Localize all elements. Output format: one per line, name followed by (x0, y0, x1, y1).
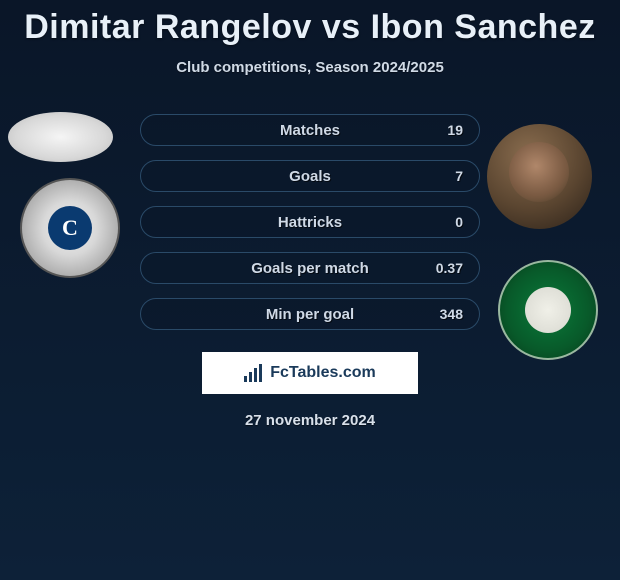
stat-label: Goals (289, 168, 331, 185)
stat-row-mpg: Min per goal 348 (140, 298, 480, 330)
stat-label: Min per goal (266, 306, 354, 323)
date-line: 27 november 2024 (0, 412, 620, 429)
stat-row-gpm: Goals per match 0.37 (140, 252, 480, 284)
stat-row-matches: Matches 19 (140, 114, 480, 146)
brand-box: FcTables.com (202, 352, 418, 394)
stat-value: 19 (447, 122, 463, 138)
stat-label: Hattricks (278, 214, 342, 231)
stat-value: 0.37 (436, 260, 463, 276)
stat-row-goals: Goals 7 (140, 160, 480, 192)
club2-badge (498, 260, 598, 360)
stat-label: Matches (280, 122, 340, 139)
player2-photo (487, 124, 592, 229)
page-title: Dimitar Rangelov vs Ibon Sanchez (0, 0, 620, 47)
subtitle: Club competitions, Season 2024/2025 (0, 59, 620, 76)
chart-icon (244, 364, 266, 382)
stat-value: 0 (455, 214, 463, 230)
club1-badge: C (20, 178, 120, 278)
player1-photo (8, 112, 113, 162)
stat-row-hattricks: Hattricks 0 (140, 206, 480, 238)
stat-value: 348 (440, 306, 463, 322)
stat-label: Goals per match (251, 260, 369, 277)
stat-value: 7 (455, 168, 463, 184)
brand-text: FcTables.com (270, 364, 376, 382)
